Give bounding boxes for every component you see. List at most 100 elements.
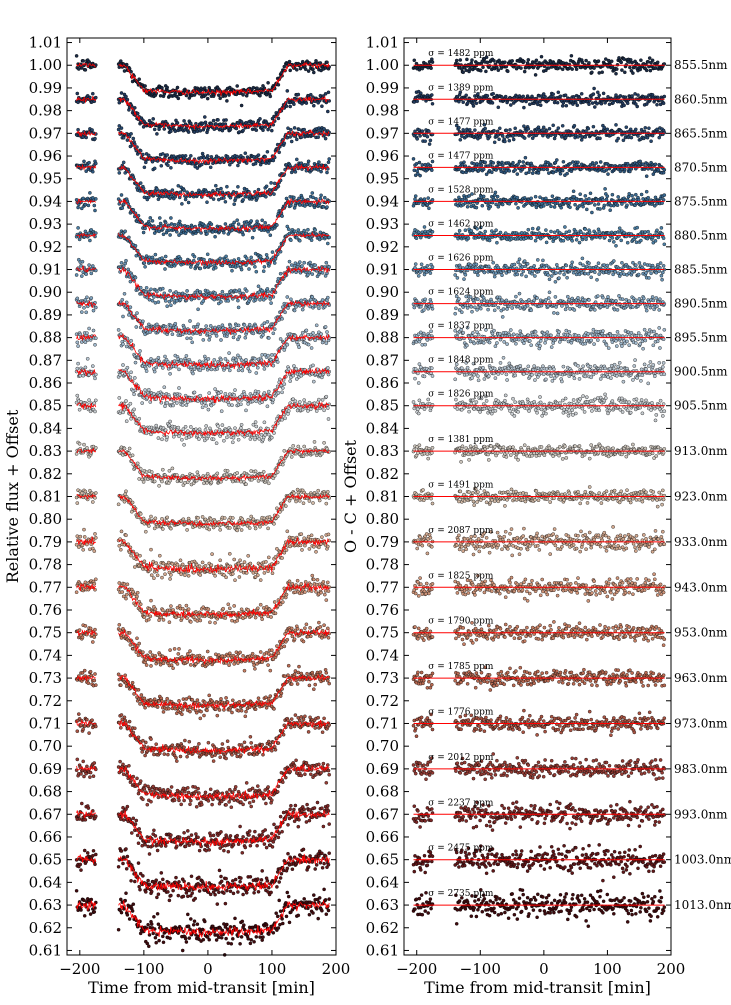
data-point (275, 514, 280, 519)
data-point (80, 635, 85, 640)
data-point (121, 363, 125, 367)
data-point (200, 121, 205, 126)
data-point (266, 526, 270, 531)
data-point (254, 128, 259, 132)
data-point (263, 221, 267, 225)
data-point (241, 128, 245, 133)
data-point (299, 582, 304, 586)
data-point (262, 367, 267, 371)
data-point (300, 330, 305, 335)
data-point (236, 298, 240, 303)
data-point (214, 441, 219, 445)
data-point (169, 573, 173, 577)
data-point (232, 604, 236, 608)
data-point (166, 163, 170, 168)
data-point (156, 355, 161, 360)
data-point (218, 528, 222, 532)
data-point (169, 222, 174, 226)
data-point (91, 500, 95, 504)
data-point (289, 297, 293, 302)
data-point (130, 453, 135, 458)
data-point (89, 296, 94, 300)
data-point (306, 69, 311, 73)
data-point (302, 444, 306, 449)
data-point (326, 160, 331, 165)
data-point (150, 298, 155, 303)
data-point (153, 516, 158, 521)
data-point (121, 160, 126, 165)
data-point (264, 195, 268, 199)
data-point (206, 474, 211, 479)
data-point (168, 196, 172, 201)
data-point (302, 260, 306, 265)
data-point (157, 484, 161, 488)
data-point (323, 592, 327, 597)
data-point (93, 208, 97, 213)
data-point (142, 559, 147, 564)
data-point (155, 573, 160, 578)
data-point (225, 154, 230, 159)
data-point (93, 532, 97, 536)
data-point (209, 222, 214, 227)
data-point (195, 470, 200, 474)
data-point (201, 655, 206, 660)
data-point (320, 298, 325, 302)
data-point (287, 59, 292, 64)
data-point (161, 608, 165, 613)
data-point (169, 216, 173, 220)
data-point (79, 264, 83, 268)
data-point (253, 324, 258, 328)
data-point (320, 535, 324, 539)
data-point (230, 228, 234, 233)
data-point (310, 191, 315, 195)
data-point (125, 138, 130, 142)
data-point (161, 467, 165, 472)
data-point (175, 562, 180, 567)
data-point (240, 368, 245, 373)
data-point (124, 344, 129, 349)
data-point (254, 371, 259, 375)
data-point (244, 571, 249, 575)
data-point (266, 81, 270, 85)
data-point (314, 197, 318, 201)
data-point (298, 499, 302, 503)
data-point (308, 260, 312, 265)
data-point (161, 286, 165, 291)
data-point (291, 444, 295, 448)
data-point (298, 543, 303, 548)
data-point (168, 419, 172, 424)
data-point (298, 260, 302, 264)
data-point (278, 271, 283, 276)
data-point (298, 66, 303, 71)
data-point (124, 399, 128, 403)
data-point (141, 152, 145, 157)
data-point (283, 310, 287, 315)
data-point (272, 261, 277, 265)
data-point (219, 409, 224, 413)
data-point (227, 351, 231, 355)
data-point (219, 300, 223, 304)
data-point (82, 306, 86, 310)
data-point (306, 409, 310, 413)
data-point (289, 455, 294, 459)
data-point (82, 535, 87, 539)
data-point (202, 156, 206, 160)
data-point (128, 305, 133, 309)
data-point (205, 154, 210, 158)
data-point (249, 219, 253, 223)
data-point (313, 263, 317, 267)
data-point (320, 398, 325, 402)
data-point (84, 310, 88, 315)
data-point (325, 60, 329, 65)
data-point (142, 261, 147, 265)
data-point (87, 160, 91, 165)
data-point (310, 272, 315, 276)
data-point (125, 365, 130, 370)
data-point (117, 100, 122, 105)
data-point (135, 594, 139, 599)
data-point (163, 254, 168, 259)
data-point (196, 307, 200, 312)
data-point (267, 336, 271, 340)
data-point (214, 265, 218, 270)
data-point (260, 218, 264, 223)
